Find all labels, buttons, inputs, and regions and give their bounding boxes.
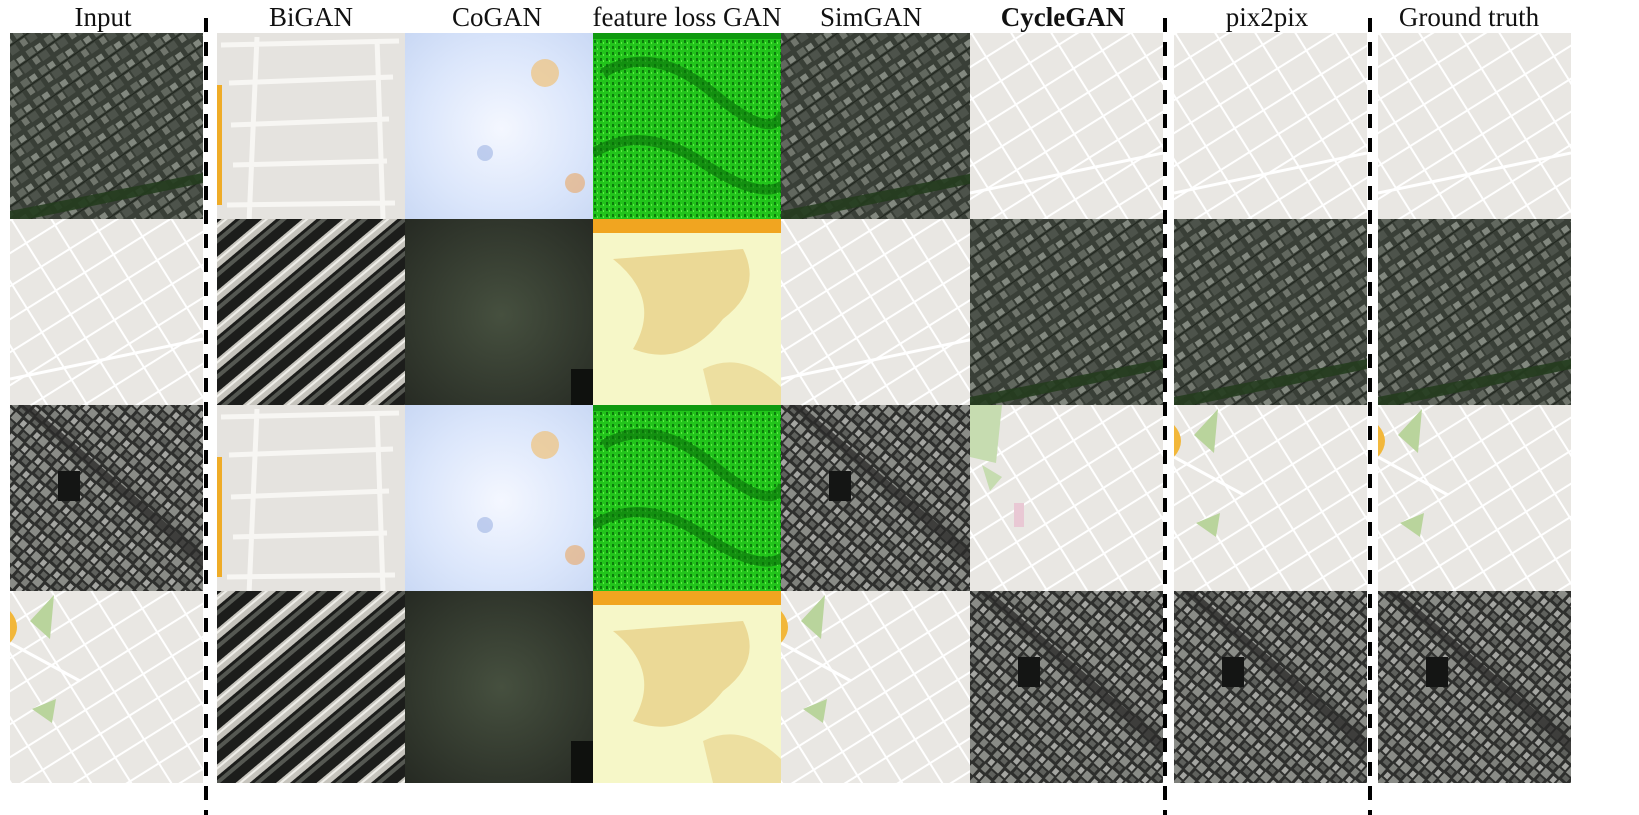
- image-cyclegan-row-1: [970, 33, 1163, 225]
- image-bigan-row-1: [217, 33, 410, 225]
- header-ground-truth: Ground truth: [1369, 0, 1569, 34]
- image-cogan-row-3: [405, 405, 598, 597]
- image-feature_loss_gan-row-2: [593, 219, 786, 411]
- image-input-row-3: [10, 405, 203, 597]
- image-ground_truth-row-2: [1378, 219, 1571, 411]
- image-simgan-row-1: [781, 33, 974, 225]
- image-feature_loss_gan-row-1: [593, 33, 786, 225]
- image-pix2pix-row-1: [1174, 33, 1367, 225]
- header-simgan: SimGAN: [776, 0, 966, 34]
- header-feature-loss-gan: feature loss GAN: [592, 0, 782, 34]
- image-ground_truth-row-1: [1378, 33, 1571, 225]
- separator-pix2pix: [1163, 18, 1167, 815]
- image-input-row-1: [10, 33, 203, 225]
- image-cogan-row-2: [405, 219, 598, 411]
- header-bigan: BiGAN: [216, 0, 406, 34]
- header-cogan: CoGAN: [402, 0, 592, 34]
- separator-input: [204, 18, 208, 815]
- image-bigan-row-2: [217, 219, 410, 411]
- image-ground_truth-row-3: [1378, 405, 1571, 597]
- image-simgan-row-3: [781, 405, 974, 597]
- image-ground_truth-row-4: [1378, 591, 1571, 783]
- image-bigan-row-3: [217, 405, 410, 597]
- image-bigan-row-4: [217, 591, 410, 783]
- separator-ground-truth: [1368, 18, 1372, 815]
- image-simgan-row-2: [781, 219, 974, 411]
- image-cyclegan-row-3: [970, 405, 1163, 597]
- header-pix2pix: pix2pix: [1172, 0, 1362, 34]
- image-pix2pix-row-4: [1174, 591, 1367, 783]
- image-cogan-row-1: [405, 33, 598, 225]
- image-input-row-2: [10, 219, 203, 411]
- image-feature_loss_gan-row-3: [593, 405, 786, 597]
- image-cyclegan-row-2: [970, 219, 1163, 411]
- image-pix2pix-row-3: [1174, 405, 1367, 597]
- header-input: Input: [8, 0, 198, 34]
- image-cogan-row-4: [405, 591, 598, 783]
- header-cyclegan: CycleGAN: [968, 0, 1158, 34]
- image-input-row-4: [10, 591, 203, 783]
- image-cyclegan-row-4: [970, 591, 1163, 783]
- image-simgan-row-4: [781, 591, 974, 783]
- image-feature_loss_gan-row-4: [593, 591, 786, 783]
- image-pix2pix-row-2: [1174, 219, 1367, 411]
